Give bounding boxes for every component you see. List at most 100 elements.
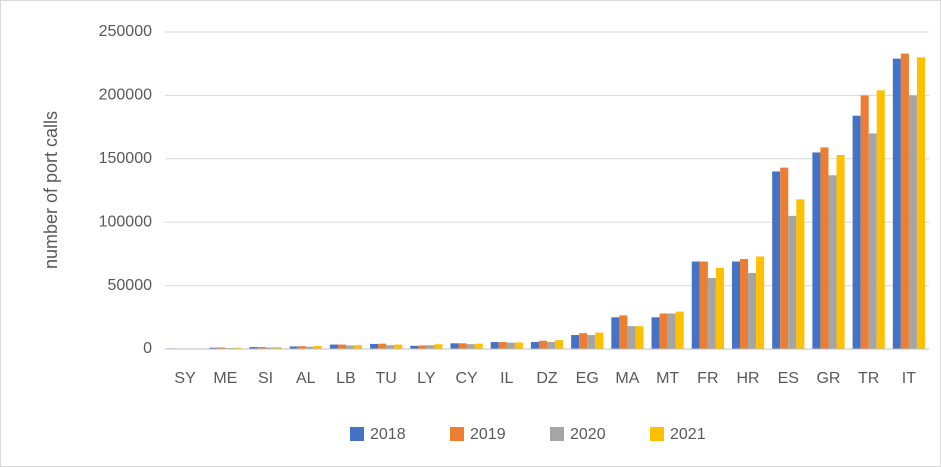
y-tick-label: 150000 (99, 150, 152, 167)
x-tick-label: ME (213, 370, 237, 387)
bar (265, 347, 274, 349)
bar (772, 171, 781, 349)
y-tick-label: 250000 (99, 23, 152, 40)
bar (587, 335, 596, 349)
bar (691, 261, 700, 349)
bar (820, 147, 829, 349)
legend-label: 2018 (370, 426, 406, 443)
bar (426, 345, 435, 349)
x-tick-label: DZ (536, 370, 558, 387)
y-axis-label: number of port calls (41, 111, 61, 269)
x-tick-label: MT (656, 370, 679, 387)
bar (345, 345, 354, 349)
bar (651, 317, 660, 349)
bar (458, 343, 467, 349)
x-tick-label: HR (736, 370, 759, 387)
bar (667, 313, 676, 349)
bar (740, 258, 749, 349)
x-tick-label: GR (816, 370, 840, 387)
x-tick-label: LY (417, 370, 436, 387)
bar (707, 277, 716, 349)
bar (748, 272, 757, 349)
bar (370, 343, 379, 349)
y-tick-label: 100000 (99, 213, 152, 230)
bar (538, 340, 547, 349)
bar (490, 342, 499, 349)
x-tick-label: IL (500, 370, 513, 387)
bar (908, 95, 917, 350)
x-tick-label: FR (697, 370, 718, 387)
legend-swatch (650, 427, 664, 441)
bar (297, 346, 306, 349)
bar (788, 215, 797, 349)
x-tick-label: ES (778, 370, 799, 387)
bar (812, 152, 821, 349)
x-tick-label: IT (902, 370, 916, 387)
bar (916, 57, 925, 350)
bar (860, 95, 869, 350)
bar (233, 347, 242, 349)
bar (273, 347, 282, 349)
bar (547, 342, 556, 349)
y-tick-label: 50000 (108, 277, 153, 294)
bar (474, 343, 483, 349)
bar (378, 343, 387, 349)
bar (796, 199, 805, 349)
bar (386, 345, 395, 349)
bar (868, 133, 877, 349)
bar (579, 333, 588, 349)
bar (353, 345, 363, 349)
x-tick-label: SY (174, 370, 196, 387)
legend-label: 2020 (570, 426, 606, 443)
bar (418, 345, 427, 349)
bar (780, 167, 789, 349)
bar (209, 347, 218, 349)
x-tick-label: TR (858, 370, 879, 387)
bar (715, 267, 724, 349)
bar (249, 347, 258, 349)
bar (659, 313, 668, 349)
bar (756, 256, 765, 349)
bar (466, 344, 475, 349)
bar (836, 154, 845, 349)
bar (627, 326, 636, 349)
legend-label: 2021 (670, 426, 706, 443)
bar (635, 326, 644, 349)
legend-label: 2019 (470, 426, 506, 443)
bar (595, 332, 604, 349)
bar (506, 342, 515, 349)
x-tick-label: LB (336, 370, 356, 387)
bar (217, 347, 226, 349)
bar (498, 342, 507, 349)
bar (225, 347, 234, 349)
bar (394, 344, 403, 349)
bar (731, 261, 741, 349)
bar (257, 346, 266, 349)
legend-swatch (450, 427, 464, 441)
bar (410, 345, 419, 349)
x-tick-label: AL (296, 370, 316, 387)
bar (313, 346, 322, 349)
bar (675, 311, 684, 349)
y-tick-label: 0 (143, 340, 152, 357)
bar (892, 58, 901, 350)
bar (900, 53, 909, 349)
x-tick-label: MA (615, 370, 639, 387)
bar (699, 261, 708, 349)
x-tick-label: SI (258, 370, 273, 387)
bar (305, 346, 314, 349)
bar (852, 115, 861, 349)
legend-swatch (550, 427, 564, 441)
bar (450, 343, 459, 349)
x-tick-label: TU (375, 370, 396, 387)
bar (289, 346, 298, 349)
bar (434, 344, 443, 349)
bar (555, 340, 564, 349)
bar (876, 90, 885, 349)
legend-swatch (350, 427, 364, 441)
bar (514, 342, 523, 349)
bar (828, 175, 837, 349)
bar (329, 344, 338, 349)
bar (571, 335, 580, 349)
